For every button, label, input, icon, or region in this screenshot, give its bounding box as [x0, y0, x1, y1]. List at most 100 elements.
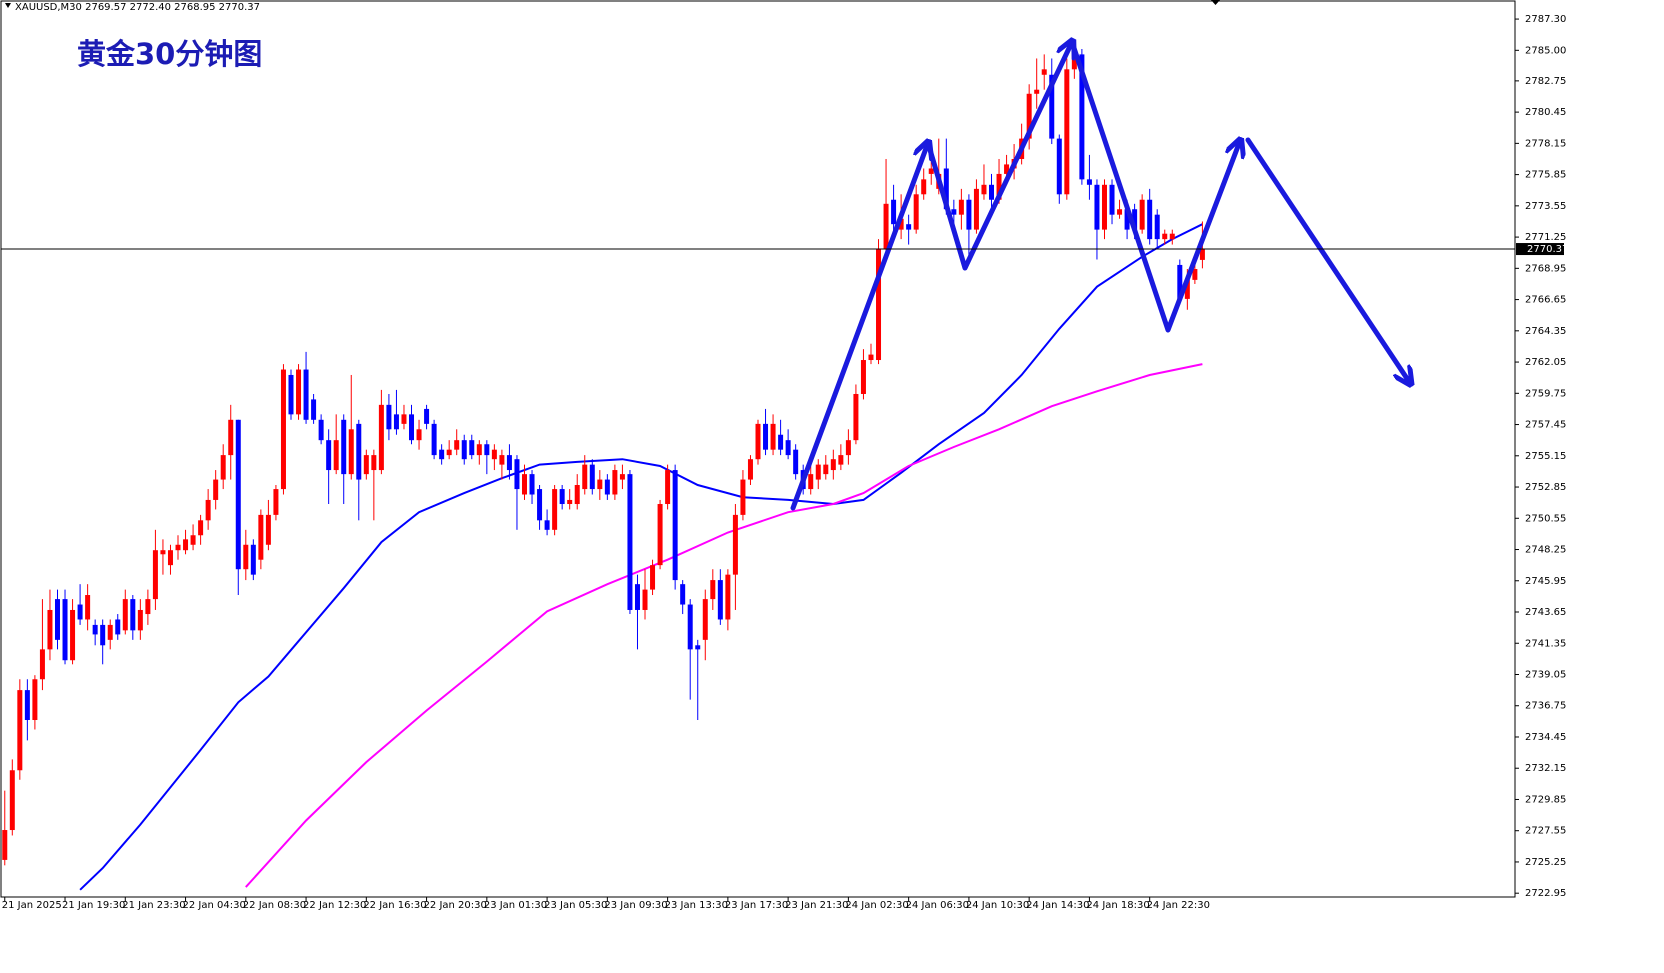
candle-body [311, 399, 317, 420]
candle-body [582, 464, 588, 490]
candle-body [1056, 138, 1062, 195]
candle-body [913, 194, 919, 230]
candle-body [183, 539, 189, 551]
candle-body [521, 474, 527, 495]
candle-body [657, 504, 663, 566]
y-tick-label: 2741.35 [1525, 638, 1566, 649]
arrow [1245, 137, 1410, 383]
candle-body [1094, 184, 1100, 230]
candle-body [763, 423, 769, 450]
candle-body [823, 464, 829, 475]
candle-body [973, 188, 979, 230]
header: XAUUSD,M30 2769.57 2772.40 2768.95 2770.… [15, 2, 260, 13]
candle-body [1109, 184, 1115, 215]
candle-body [665, 470, 671, 505]
candle-body [47, 609, 53, 650]
candle-body [612, 470, 618, 495]
y-tick-label: 2739.05 [1525, 669, 1566, 680]
candle-body [115, 619, 121, 635]
candle-body [868, 354, 874, 361]
candle-body [152, 550, 158, 600]
y-tick-label: 2759.75 [1525, 388, 1566, 399]
candle-body [70, 609, 76, 661]
candle-body [77, 604, 83, 620]
candle-body [288, 374, 294, 415]
candle-body [785, 440, 791, 456]
candle-body [1079, 54, 1085, 180]
candle-body [318, 419, 324, 441]
candle-body [702, 599, 708, 640]
chart-title: 黄金30分钟图 [77, 37, 262, 71]
candle-body [205, 499, 211, 521]
y-tick-label: 2778.15 [1525, 138, 1566, 149]
candle-body [838, 455, 844, 465]
candle-body [1026, 93, 1032, 139]
candle-body [1049, 74, 1055, 139]
header-icon [5, 3, 11, 8]
y-tick-label: 2752.85 [1525, 482, 1566, 493]
candle-body [1132, 209, 1138, 230]
candle-body [160, 550, 166, 555]
candle-body [469, 440, 475, 456]
candle-body [92, 624, 98, 635]
x-tick-label: 21 Jan 19:30 [62, 900, 125, 911]
y-tick-label: 2785.00 [1525, 45, 1566, 56]
candle-body [213, 479, 219, 500]
x-tick-label: 22 Jan 20:30 [424, 900, 487, 911]
candle-body [634, 584, 640, 610]
candle-body [348, 429, 354, 475]
candle-body [454, 440, 460, 450]
candle-body [740, 479, 746, 515]
x-tick-label: 24 Jan 02:30 [845, 900, 908, 911]
moving-average [245, 363, 1203, 888]
candle-body [484, 444, 490, 456]
candle-body [378, 404, 384, 471]
candle-body [1004, 164, 1010, 174]
candle-body [717, 580, 723, 620]
candle-body [265, 514, 271, 545]
candle-body [514, 459, 520, 490]
candle-body [220, 455, 226, 480]
candle-body [1192, 269, 1198, 280]
candle-body [431, 423, 437, 456]
candle-body [1177, 264, 1183, 299]
candle-body [732, 514, 738, 575]
candle-body [107, 624, 113, 640]
x-tick-label: 24 Jan 10:30 [966, 900, 1029, 911]
candle-body [883, 203, 889, 249]
candle-body [401, 414, 407, 424]
candle-body [1064, 69, 1070, 195]
candle-body [770, 423, 776, 450]
candle-body [175, 544, 181, 551]
candle-body [1117, 209, 1123, 215]
last-price-box [1516, 243, 1564, 256]
candle-body [54, 599, 60, 640]
candle-body [544, 520, 550, 530]
candle-body [793, 449, 799, 475]
candle-body [876, 248, 882, 361]
y-tick-label: 2725.25 [1525, 857, 1566, 868]
y-tick-label: 2764.35 [1525, 326, 1566, 337]
x-tick-label: 23 Jan 01:30 [484, 900, 547, 911]
candle-body [672, 470, 678, 581]
candle-body [627, 474, 633, 610]
candle-body [409, 414, 415, 441]
candle-body [921, 179, 927, 195]
candle-body [333, 440, 339, 471]
candle-body [853, 393, 859, 441]
x-tick-label: 23 Jan 05:30 [544, 900, 607, 911]
candle-body [32, 679, 38, 721]
candle-body [747, 459, 753, 480]
moving-average [79, 223, 1203, 891]
candle-body [891, 199, 897, 225]
candle-body [62, 599, 68, 661]
candle-body [725, 574, 731, 620]
y-tick-label: 2762.05 [1525, 357, 1566, 368]
candle-body [996, 173, 1002, 200]
candle-body [341, 419, 347, 475]
candle-body [491, 449, 497, 460]
y-tick-label: 2773.55 [1525, 201, 1566, 212]
x-tick-label: 23 Jan 09:30 [604, 900, 667, 911]
y-tick-label: 2722.95 [1525, 888, 1566, 899]
candle-body [386, 404, 392, 430]
